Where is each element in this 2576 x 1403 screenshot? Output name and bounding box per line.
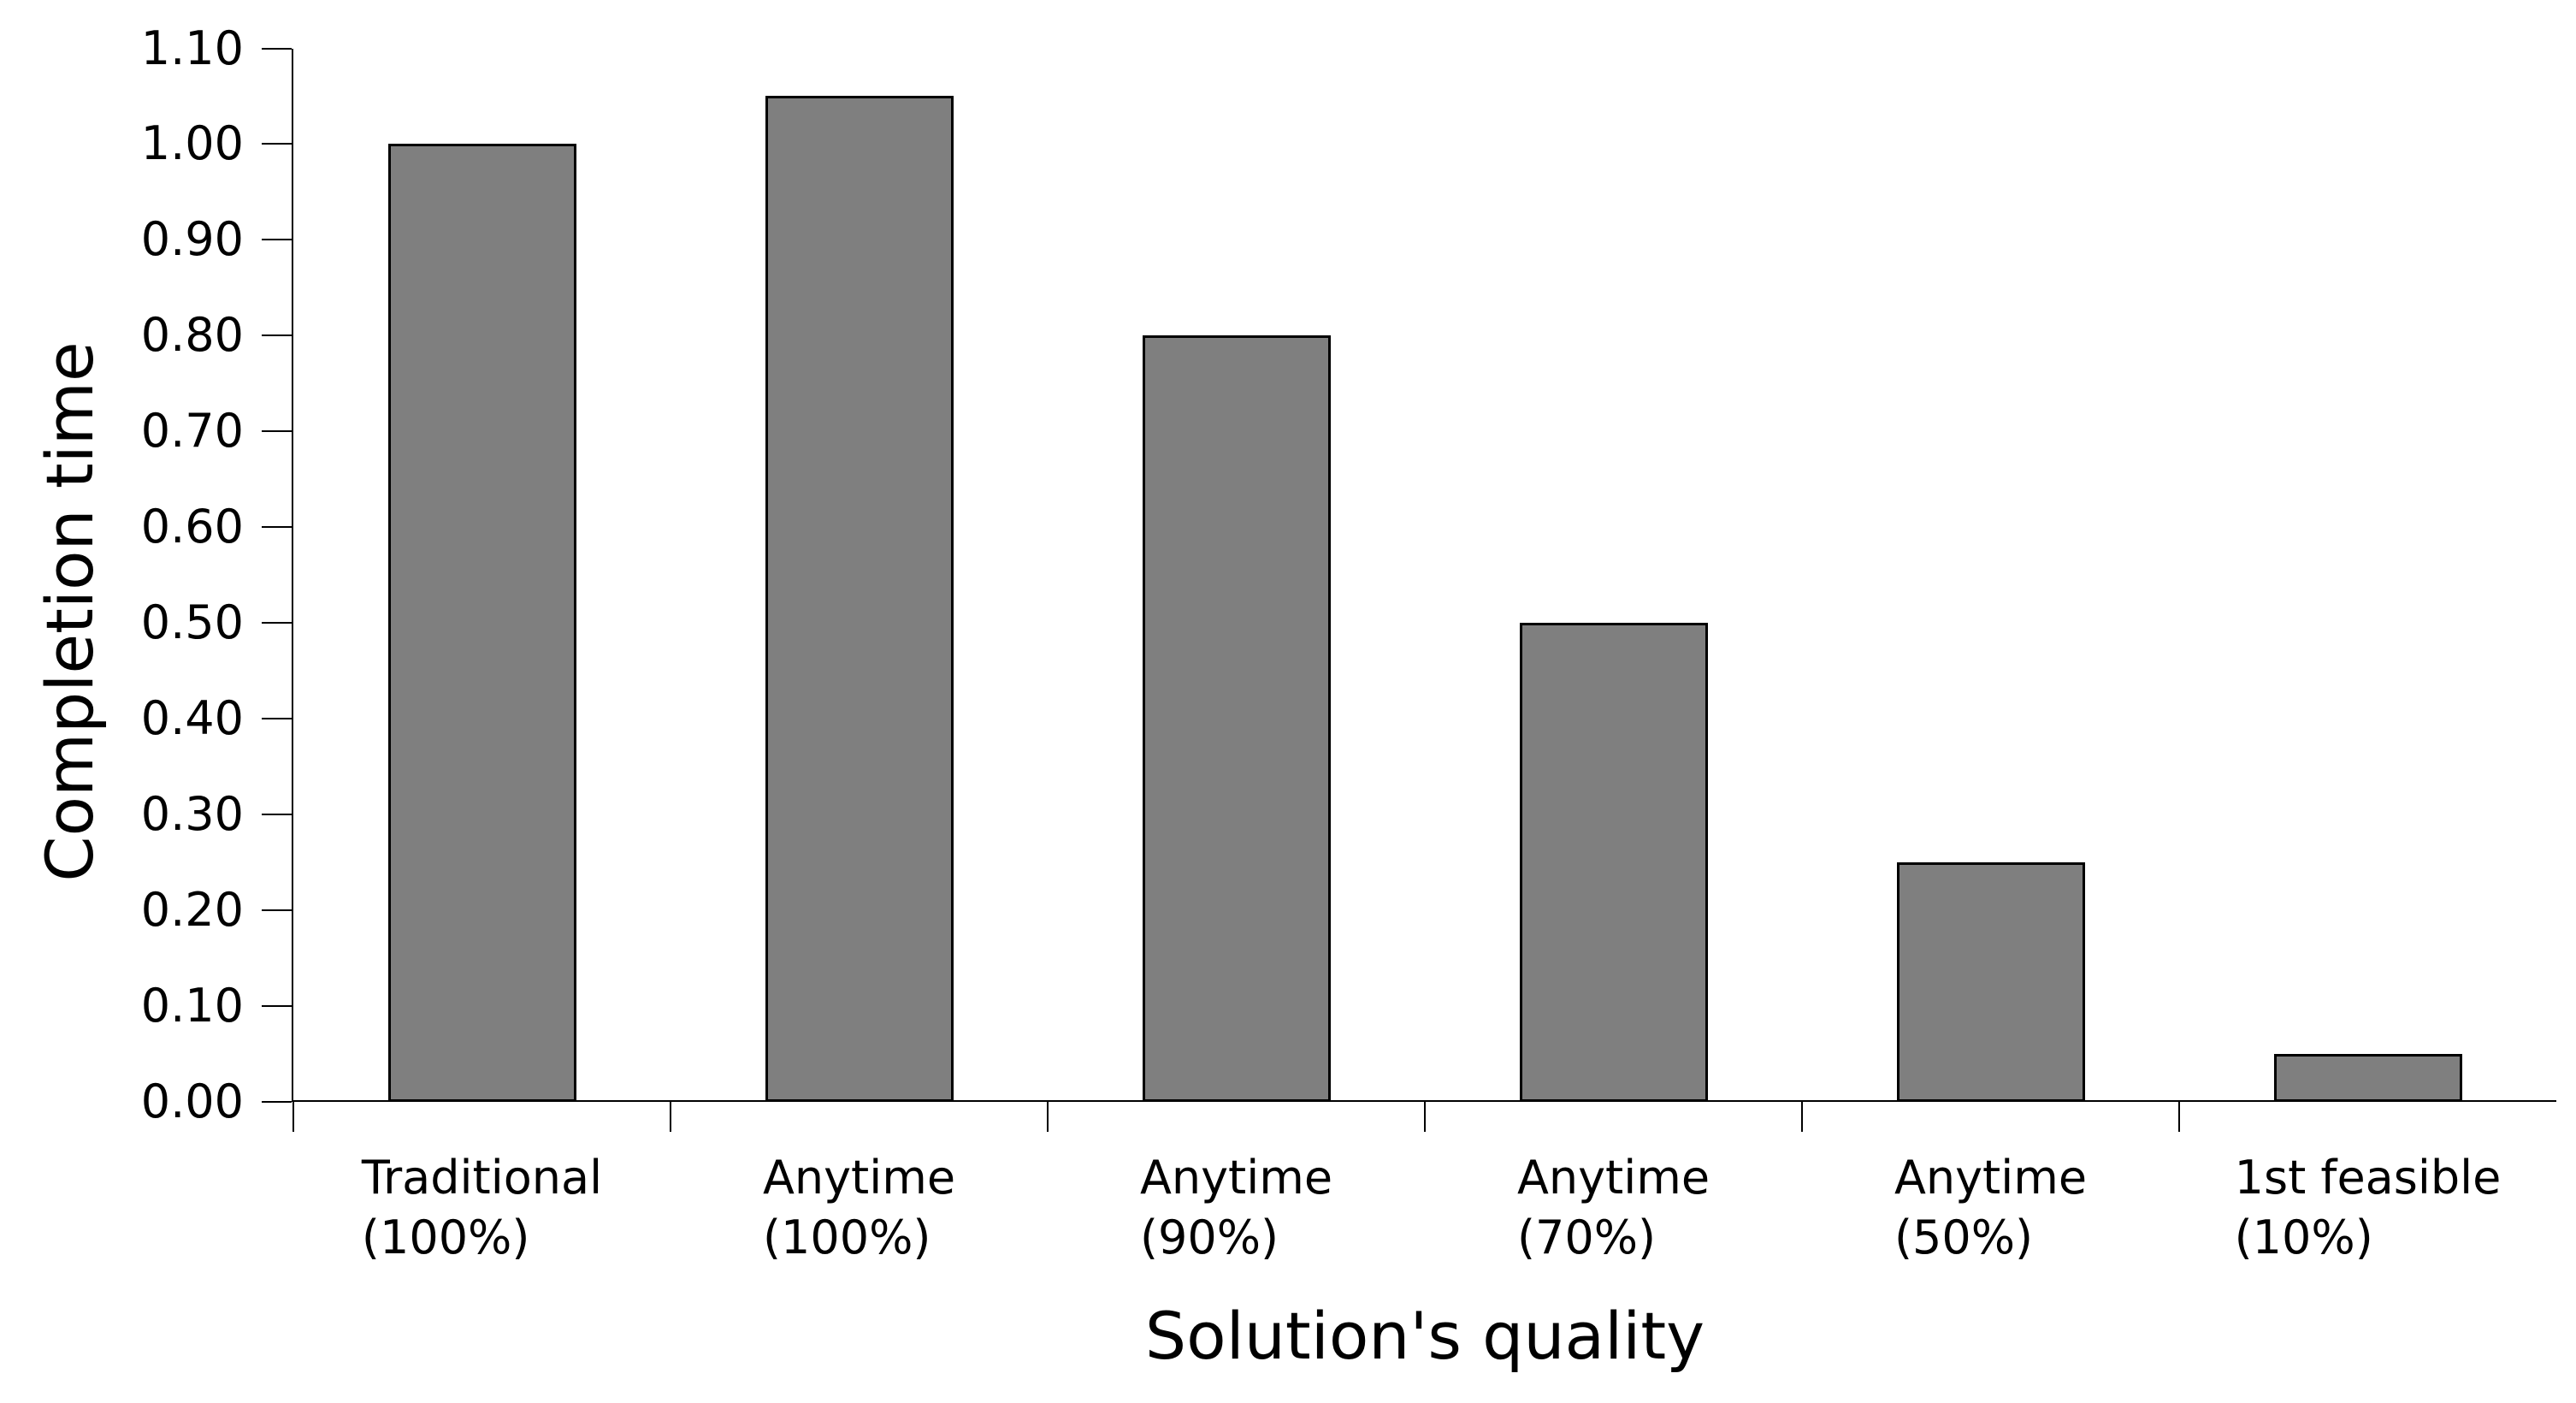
y-tick-mark bbox=[262, 143, 292, 145]
y-tick-mark bbox=[262, 1101, 292, 1103]
y-tick-mark bbox=[262, 1005, 292, 1008]
y-tick-label: 0.30 bbox=[140, 787, 244, 842]
x-tick-mark bbox=[1801, 1102, 1803, 1132]
y-tick-label: 0.90 bbox=[140, 212, 244, 267]
x-category-label-line1: Traditional bbox=[361, 1151, 603, 1205]
x-category-label-traditional-100: Traditional (100%) bbox=[362, 1148, 602, 1268]
x-category-label-anytime-100: Anytime (100%) bbox=[763, 1148, 955, 1268]
y-tick-label: 1.10 bbox=[140, 21, 244, 75]
bar-anytime-70 bbox=[1519, 623, 1708, 1102]
x-category-label-line2: (50%) bbox=[1894, 1211, 2034, 1264]
y-tick-mark bbox=[262, 47, 292, 50]
x-category-label-1st-feasible-10: 1st feasible (10%) bbox=[2235, 1148, 2502, 1268]
y-tick-label: 0.10 bbox=[140, 979, 244, 1033]
x-category-label-line2: (10%) bbox=[2234, 1211, 2373, 1264]
x-tick-mark bbox=[1424, 1102, 1426, 1132]
y-tick-mark bbox=[262, 526, 292, 529]
y-tick-mark bbox=[262, 718, 292, 720]
x-category-label-line2: (70%) bbox=[1516, 1211, 1657, 1264]
bar-1st-feasible-10 bbox=[2273, 1054, 2462, 1102]
x-category-label-line1: Anytime bbox=[1139, 1151, 1333, 1205]
y-tick-label: 0.70 bbox=[140, 404, 244, 459]
x-category-label-line1: Anytime bbox=[762, 1151, 956, 1205]
x-tick-mark bbox=[670, 1102, 671, 1132]
x-axis-title: Solution's quality bbox=[1144, 1298, 1705, 1374]
y-tick-label: 0.50 bbox=[140, 595, 244, 650]
y-tick-label: 0.00 bbox=[140, 1074, 244, 1128]
y-axis-line bbox=[292, 48, 293, 1102]
x-category-label-line1: Anytime bbox=[1894, 1151, 2088, 1205]
x-category-label-anytime-70: Anytime (70%) bbox=[1517, 1148, 1710, 1268]
x-tick-mark bbox=[2178, 1102, 2180, 1132]
x-tick-mark bbox=[1047, 1102, 1049, 1132]
x-category-label-line2: (100%) bbox=[762, 1211, 931, 1264]
y-tick-mark bbox=[262, 814, 292, 816]
bar-anytime-100 bbox=[765, 96, 954, 1102]
y-tick-mark bbox=[262, 334, 292, 337]
y-tick-mark bbox=[262, 239, 292, 241]
x-category-label-anytime-50: Anytime (50%) bbox=[1894, 1148, 2087, 1268]
x-axis-line bbox=[292, 1100, 2556, 1102]
y-tick-mark bbox=[262, 622, 292, 625]
bar-anytime-90 bbox=[1142, 335, 1331, 1102]
bar-anytime-50 bbox=[1896, 862, 2085, 1102]
y-tick-label: 0.40 bbox=[140, 691, 244, 746]
y-tick-label: 0.20 bbox=[140, 883, 244, 938]
x-category-label-line1: 1st feasible bbox=[2234, 1151, 2502, 1205]
y-tick-label: 0.60 bbox=[140, 500, 244, 554]
y-tick-label: 1.00 bbox=[140, 116, 244, 171]
bar-traditional-100 bbox=[387, 144, 576, 1102]
y-tick-mark bbox=[262, 909, 292, 912]
y-tick-label: 0.80 bbox=[140, 308, 244, 363]
x-category-label-line2: (90%) bbox=[1139, 1211, 1279, 1264]
x-category-label-line1: Anytime bbox=[1516, 1151, 1710, 1205]
x-tick-mark bbox=[292, 1102, 294, 1132]
y-tick-mark bbox=[262, 430, 292, 433]
x-category-label-line2: (100%) bbox=[361, 1211, 530, 1264]
x-category-label-anytime-90: Anytime (90%) bbox=[1140, 1148, 1332, 1268]
